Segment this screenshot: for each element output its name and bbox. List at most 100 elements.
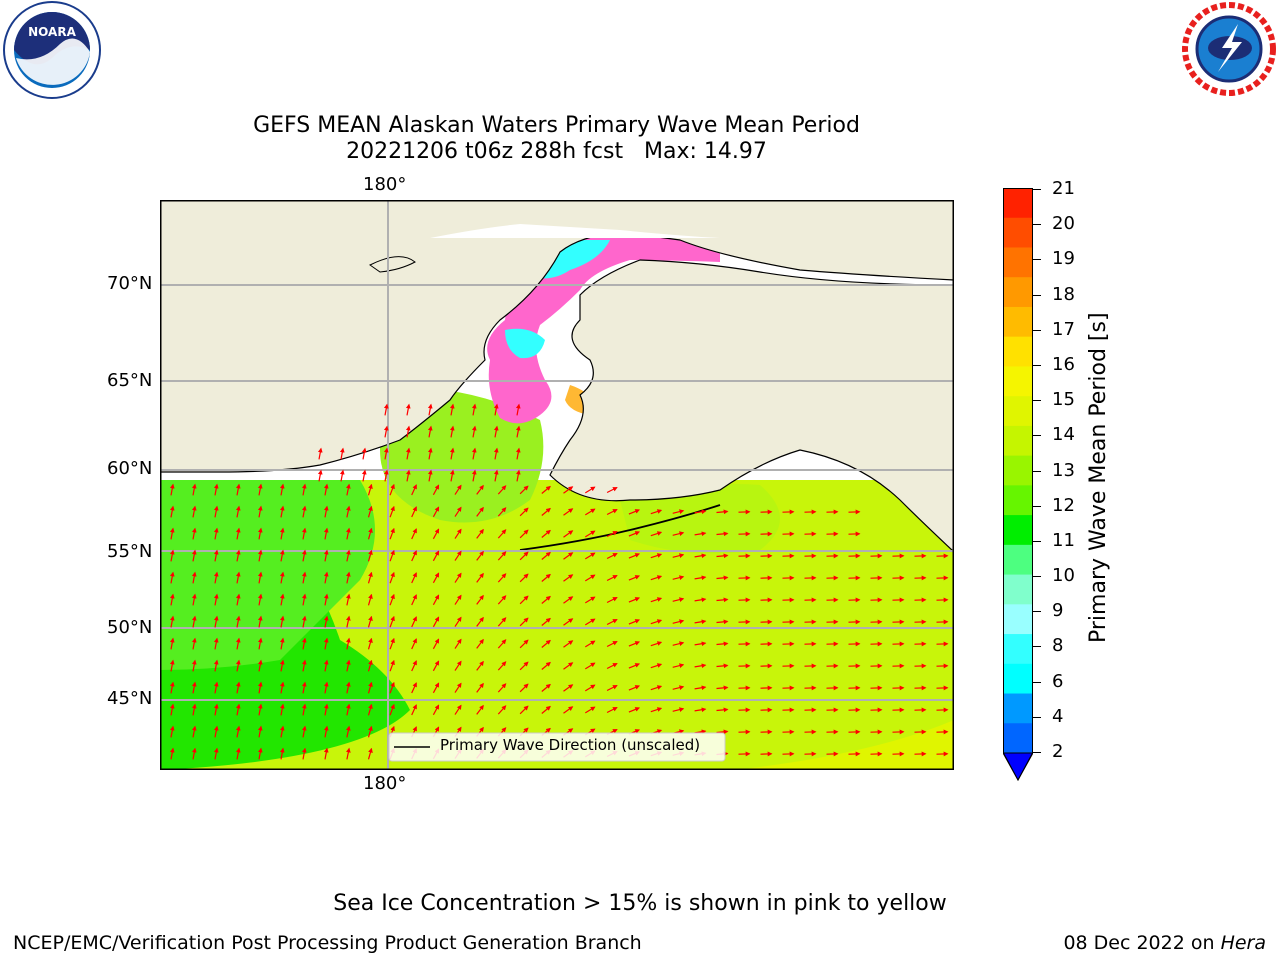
wave-direction-arrow: [213, 505, 219, 518]
wave-direction-arrow: [563, 530, 574, 538]
wave-direction-arrow: [169, 703, 175, 716]
wave-direction-arrow: [497, 551, 507, 561]
wave-direction-arrow: [345, 725, 351, 738]
wave-direction-arrow: [584, 640, 596, 648]
wave-direction-arrow: [339, 469, 345, 482]
colorbar-label: Primary Wave Mean Period [s]: [1086, 312, 1111, 643]
wave-direction-arrow: [367, 659, 373, 672]
colorbar-segment: [1003, 485, 1033, 516]
wave-direction-arrow: [317, 469, 323, 482]
wave-direction-arrow: [361, 469, 367, 482]
wave-direction-arrow: [606, 640, 618, 648]
wave-direction-arrow: [628, 531, 640, 537]
wave-direction-arrow: [345, 703, 351, 716]
wave-direction-arrow: [411, 484, 417, 496]
colorbar-segment: [1003, 604, 1033, 635]
wave-direction-arrow: [650, 597, 663, 603]
wave-direction-arrow: [519, 617, 529, 627]
wave-direction-arrow: [235, 637, 241, 650]
colorbar-segment: [1003, 217, 1033, 248]
colorbar-segment: [1003, 396, 1033, 427]
branch-credit: NCEP/EMC/Verification Post Processing Pr…: [13, 932, 642, 954]
wave-direction-arrow: [672, 707, 685, 712]
colorbar-tick-mark: [1033, 646, 1041, 648]
colorbar-tick-mark: [1033, 576, 1041, 578]
wave-direction-arrow: [191, 593, 197, 606]
lat-label-45n: 45°N: [107, 688, 153, 709]
wave-direction-arrow: [301, 549, 307, 562]
wave-direction-arrow: [454, 638, 462, 649]
plot-title-line1: GEFS MEAN Alaskan Waters Primary Wave Me…: [253, 113, 860, 138]
wave-direction-arrow: [519, 705, 529, 715]
wave-direction-arrow: [449, 447, 455, 460]
wave-direction-arrow: [694, 575, 707, 581]
wave-direction-arrow: [367, 747, 373, 760]
wave-direction-arrow: [213, 725, 219, 738]
colorbar-tick-label: 21: [1052, 178, 1075, 199]
colorbar-segment: [1003, 574, 1033, 605]
wave-direction-arrow: [606, 684, 618, 692]
wave-direction-arrow: [476, 550, 484, 561]
wave-direction-arrow: [454, 704, 462, 715]
wave-direction-arrow: [476, 594, 484, 605]
wave-direction-arrow: [519, 551, 529, 561]
colorbar-tick-label: 8: [1052, 635, 1064, 657]
colorbar-tick-label: 17: [1052, 318, 1075, 340]
wave-direction-arrow: [650, 685, 663, 691]
wave-direction-arrow: [345, 659, 351, 672]
wave-direction-arrow: [628, 575, 640, 581]
wave-direction-arrow: [213, 571, 219, 584]
wave-direction-arrow: [563, 508, 574, 516]
wave-direction-arrow: [257, 549, 263, 562]
wave-direction-arrow: [716, 553, 729, 559]
lon-label-bottom: 180°: [363, 773, 407, 794]
colorbar-tick-mark: [1033, 364, 1041, 366]
wave-direction-arrow: [191, 659, 197, 672]
wave-direction-arrow: [471, 447, 477, 460]
wave-direction-arrow: [169, 681, 175, 694]
run-date-text: 08 Dec 2022 on: [1063, 932, 1221, 954]
colorbar-tick-label: 6: [1052, 670, 1064, 692]
wave-direction-arrow: [427, 469, 433, 482]
colorbar-tick-mark: [1033, 435, 1041, 437]
colorbar-segment: [1003, 634, 1033, 665]
wave-direction-arrow: [235, 725, 241, 738]
wave-direction-arrow: [541, 661, 551, 670]
colorbar-tick-label: 14: [1052, 424, 1075, 446]
colorbar-tick-label: 13: [1052, 459, 1075, 481]
colorbar-segment: [1003, 455, 1033, 486]
wave-direction-arrow: [411, 594, 417, 606]
colorbar-tick-mark: [1033, 400, 1041, 402]
colorbar-tick-mark: [1033, 752, 1041, 753]
wave-direction-arrow: [169, 659, 175, 672]
wave-direction-arrow: [628, 619, 640, 625]
wave-direction-arrow: [476, 506, 484, 517]
wave-direction-arrow: [449, 469, 455, 482]
colorbar-segment: [1003, 188, 1033, 219]
map-frame: [160, 200, 954, 770]
wave-direction-arrow: [716, 641, 729, 647]
wave-direction-arrow: [279, 659, 285, 672]
wave-direction-arrow: [169, 571, 175, 584]
wave-direction-arrow: [606, 618, 618, 626]
colorbar-tick-mark: [1033, 540, 1041, 542]
colorbar-tick-label: 18: [1052, 283, 1075, 305]
wave-direction-arrow: [367, 571, 373, 584]
wave-direction-arrow: [345, 571, 351, 584]
wave-direction-arrow: [279, 703, 285, 716]
wave-direction-arrow: [606, 574, 618, 582]
wave-direction-arrow: [432, 594, 440, 606]
colorbar-segment: [1003, 366, 1033, 397]
wave-direction-arrow: [471, 403, 477, 416]
colorbar-extend-arrow: [1002, 752, 1034, 782]
wave-direction-arrow: [191, 505, 197, 518]
wave-direction-arrow: [519, 683, 529, 693]
wave-direction-arrow: [257, 505, 263, 518]
wave-direction-arrow: [367, 527, 373, 540]
wave-direction-arrow: [454, 594, 462, 605]
wave-direction-arrow: [432, 484, 440, 496]
wave-direction-arrow: [432, 638, 440, 650]
wave-direction-arrow: [454, 616, 462, 627]
colorbar-tick-mark: [1033, 294, 1041, 296]
wave-direction-arrow: [323, 681, 329, 694]
